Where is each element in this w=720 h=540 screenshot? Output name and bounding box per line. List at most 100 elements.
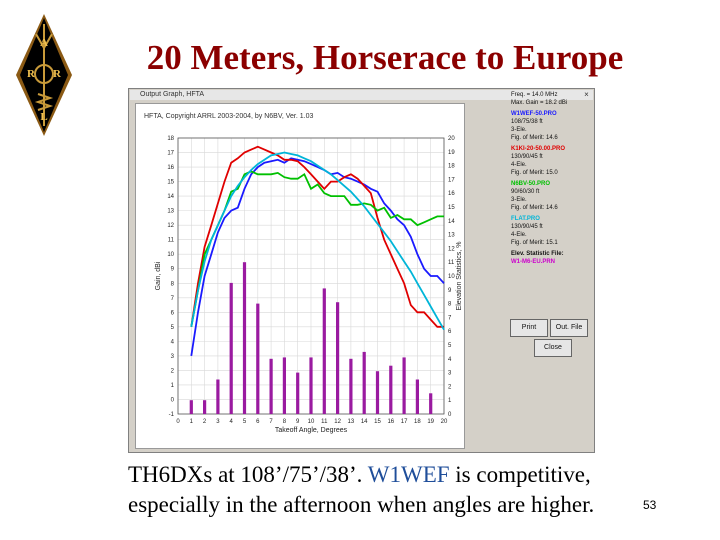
caption-text-a: TH6DXs at 108’/75’/38’. (128, 462, 368, 487)
y2-tick-label: 14 (448, 219, 455, 225)
y-axis-label: Gain, dBi (155, 261, 162, 290)
y2-tick-label: 16 (448, 191, 455, 197)
y-tick-label: 16 (167, 165, 174, 171)
antenna-elements: 4-Ele. (511, 232, 527, 238)
elevation-statistic-bar (389, 365, 393, 414)
antenna-file-name: N6BV-50.PRO (511, 181, 551, 187)
slide-caption: TH6DXs at 108’/75’/38’. W1WEF is competi… (128, 460, 628, 520)
y2-tick-label: 18 (448, 164, 455, 170)
elevation-statistic-bar (269, 358, 273, 414)
elevation-statistic-bar (402, 357, 406, 414)
y-tick-label: 4 (171, 339, 175, 345)
y2-tick-label: 13 (448, 233, 455, 239)
y2-tick-label: 5 (448, 343, 452, 349)
elevation-chart: HFTA, Copyright ARRL 2003-2004, by N6BV,… (144, 113, 463, 434)
logo-letter-r2: R (53, 68, 62, 80)
out-file-button[interactable]: Out. File (550, 319, 588, 337)
y2-tick-label: 6 (448, 329, 452, 335)
plot-area: HFTA, Copyright ARRL 2003-2004, by N6BV,… (135, 103, 465, 449)
y2-tick-label: 0 (448, 412, 452, 418)
y2-tick-label: 2 (448, 384, 452, 390)
x-tick-label: 10 (308, 419, 315, 425)
y-tick-label: 1 (171, 383, 175, 389)
elevation-statistic-bar (242, 262, 247, 414)
y-tick-label: 5 (171, 325, 175, 331)
x-tick-label: 17 (401, 419, 408, 425)
caption-text-c: is competitive, (449, 462, 591, 487)
x-tick-label: 4 (230, 419, 234, 425)
caption-line-1: TH6DXs at 108’/75’/38’. W1WEF is competi… (128, 460, 628, 490)
y-tick-label: 0 (171, 397, 175, 403)
window-title: Output Graph, HFTA (140, 91, 205, 98)
antenna-heights: 90/60/30 ft (511, 189, 540, 195)
antenna-heights: 130/90/45 ft (511, 224, 543, 230)
series-line-n6bv-50-pro (190, 170, 444, 327)
close-button[interactable]: Close (534, 339, 572, 357)
x-axis-label: Takeoff Angle, Degrees (275, 427, 348, 434)
y-tick-label: 17 (167, 151, 174, 157)
info-panel: Freq. = 14.0 MHz Max. Gain = 18.2 dBi W1… (511, 91, 591, 266)
y-tick-label: -1 (169, 412, 175, 418)
antenna-elements: 4-Ele. (511, 162, 527, 168)
series-line-k1ki-20-50-00-pro (190, 145, 444, 328)
window-titlebar: Output Graph, HFTA × (130, 90, 593, 100)
x-tick-label: 20 (441, 419, 448, 425)
output-graph-window: Output Graph, HFTA × HFTA, Copyright ARR… (128, 88, 595, 453)
y2-tick-label: 19 (448, 150, 455, 156)
antenna-heights: 130/90/45 ft (511, 154, 543, 160)
y-tick-label: 11 (168, 238, 175, 244)
x-tick-label: 1 (190, 419, 194, 425)
elevation-statistic-bar (216, 379, 220, 414)
y-tick-label: 3 (171, 354, 175, 360)
antenna-figure-of-merit: Fig. of Merit: 15.0 (511, 170, 558, 176)
x-tick-label: 7 (269, 419, 273, 425)
copyright-text: HFTA, Copyright ARRL 2003-2004, by N6BV,… (144, 113, 313, 120)
x-tick-label: 11 (321, 419, 328, 425)
antenna-figure-of-merit: Fig. of Merit: 14.6 (511, 205, 558, 211)
antenna-file-name: K1KI-20-50.00.PRO (511, 146, 566, 152)
x-tick-label: 9 (296, 419, 300, 425)
antenna-elements: 3-Ele. (511, 127, 527, 133)
x-tick-label: 15 (374, 419, 381, 425)
page-number: 53 (643, 498, 657, 512)
logo-letter-r1: R (27, 68, 36, 80)
series-line-flat-pro (190, 151, 445, 331)
elevation-statistic-bar (375, 371, 380, 414)
x-tick-label: 2 (203, 419, 207, 425)
x-tick-label: 18 (414, 419, 421, 425)
elevation-statistic-bar (309, 357, 313, 414)
y-tick-label: 2 (171, 368, 175, 374)
elevation-statistic-bar (296, 372, 300, 414)
print-button[interactable]: Print (510, 319, 548, 337)
series-line-w1wef-50-pro (190, 157, 445, 357)
x-tick-label: 14 (361, 419, 368, 425)
y-tick-label: 15 (167, 180, 174, 186)
x-tick-label: 19 (427, 419, 434, 425)
y2-tick-label: 20 (448, 136, 455, 142)
y-tick-label: 13 (167, 209, 174, 215)
elevation-statistic-bar (256, 303, 260, 414)
x-tick-label: 12 (334, 419, 341, 425)
elevation-statistic-bar (429, 393, 433, 414)
elev-statistic-label: Elev. Statistic File: (511, 251, 564, 257)
elevation-statistic-bar (362, 351, 366, 414)
y2-tick-label: 1 (448, 398, 452, 404)
y2-tick-label: 11 (448, 260, 455, 266)
x-tick-label: 3 (216, 419, 220, 425)
y-tick-label: 7 (171, 296, 175, 302)
elevation-statistic-bar (415, 379, 419, 414)
elevation-statistic-bar (203, 400, 207, 414)
x-tick-label: 16 (387, 419, 394, 425)
slide-title: 20 Meters, Horserace to Europe (146, 38, 624, 77)
x-tick-label: 6 (256, 419, 260, 425)
antenna-file-name: W1WEF-50.PRO (511, 111, 557, 117)
y2-tick-label: 10 (448, 274, 455, 280)
elevation-statistic-bar (336, 302, 340, 414)
y2-tick-label: 12 (448, 246, 455, 252)
close-icon[interactable]: × (584, 90, 589, 99)
antenna-entry: K1KI-20-50.00.PRO 130/90/45 ft 4-Ele. Fig. … (511, 145, 591, 177)
elevation-statistic-bar (189, 400, 193, 414)
y-tick-label: 8 (171, 281, 175, 287)
y2-axis-label: Elevation Statistics, % (456, 242, 463, 311)
caption-callsign: W1WEF (367, 462, 450, 487)
